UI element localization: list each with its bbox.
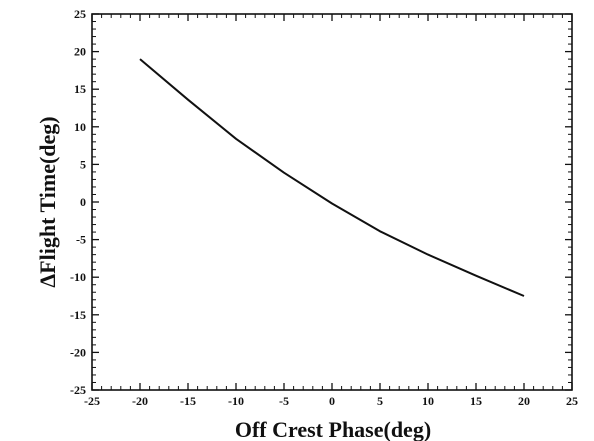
x-axis-ticks: -25 -20 -15 -10 -5 0 5 10 15 20 25 [84, 14, 578, 408]
x-tick-label: -10 [228, 394, 244, 408]
x-tick-label: -5 [279, 394, 289, 408]
x-tick-label: 20 [518, 394, 530, 408]
y-tick-label: -25 [70, 383, 86, 397]
plot-border [91, 13, 573, 391]
x-tick-label: 0 [329, 394, 335, 408]
y-tick-label: 15 [74, 82, 86, 96]
x-tick-label: 25 [566, 394, 578, 408]
x-axis-title: Off Crest Phase(deg) [235, 417, 431, 441]
y-tick-label: -5 [76, 233, 86, 247]
x-tick-label: 15 [470, 394, 482, 408]
y-tick-label: -10 [70, 270, 86, 284]
x-tick-label: 5 [377, 394, 383, 408]
y-tick-label: 5 [80, 157, 86, 171]
x-tick-label: -25 [84, 394, 100, 408]
x-tick-label: -20 [132, 394, 148, 408]
y-tick-label: 10 [74, 120, 86, 134]
x-tick-label: -15 [180, 394, 196, 408]
series-layer [139, 58, 525, 297]
y-tick-label: 0 [80, 195, 86, 209]
y-tick-label: 20 [74, 45, 86, 59]
x-tick-label: 10 [422, 394, 434, 408]
y-tick-label: -15 [70, 308, 86, 322]
y-axis-title: ΔFlight Time(deg) [35, 116, 60, 287]
y-tick-label: -20 [70, 345, 86, 359]
series-line [139, 58, 525, 297]
y-axis-ticks: -25 -20 -15 -10 -5 0 5 10 15 20 25 [70, 7, 572, 397]
y-tick-label: 25 [74, 7, 86, 21]
plot-frame [91, 13, 573, 391]
